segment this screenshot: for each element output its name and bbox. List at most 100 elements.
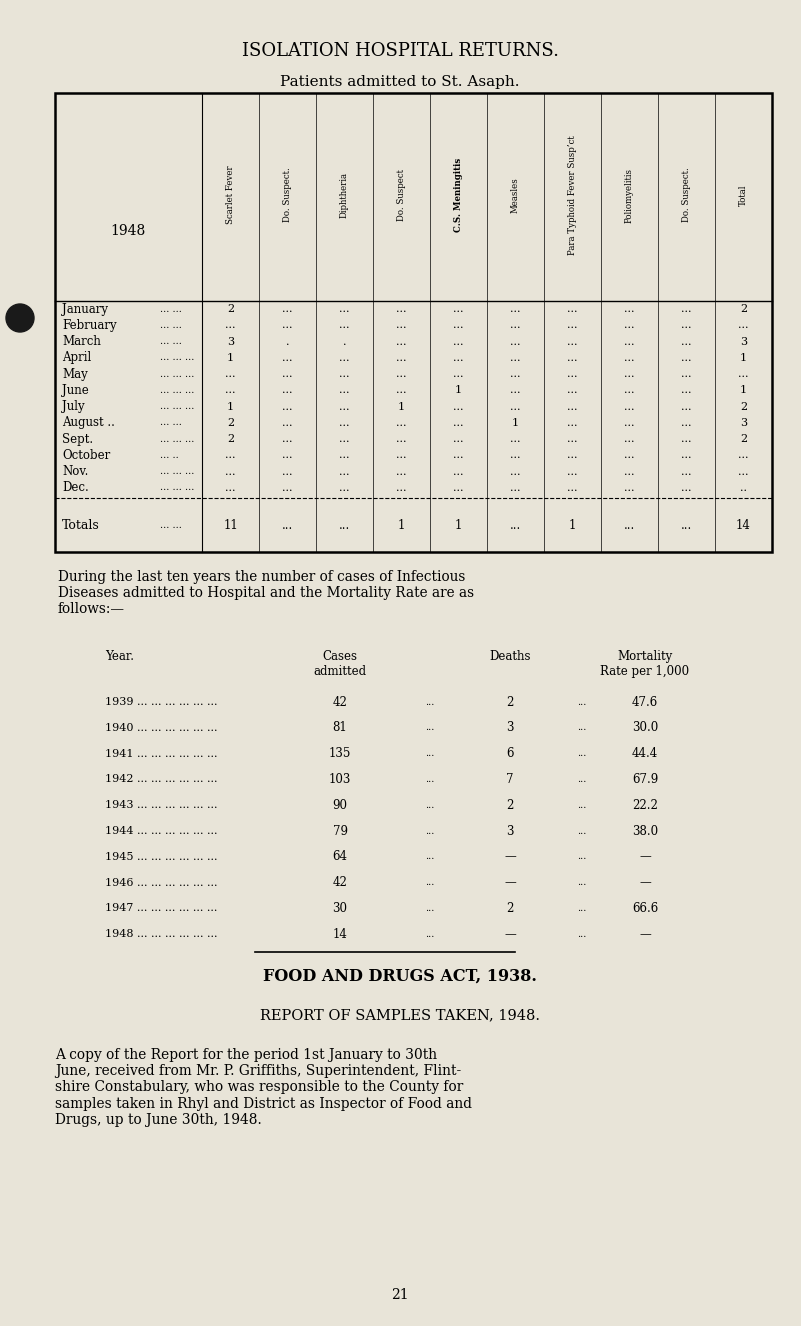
Text: Total: Total	[739, 184, 748, 206]
Text: 66.6: 66.6	[632, 902, 658, 915]
Text: ...: ...	[739, 321, 749, 330]
Text: 1: 1	[227, 353, 234, 363]
Text: 3: 3	[506, 721, 513, 735]
Text: 21: 21	[391, 1288, 409, 1302]
Text: ISOLATION HOSPITAL RETURNS.: ISOLATION HOSPITAL RETURNS.	[241, 42, 558, 60]
Text: ...: ...	[225, 467, 235, 476]
Text: 1947 ... ... ... ... ... ...: 1947 ... ... ... ... ... ...	[105, 903, 217, 914]
Text: 2: 2	[506, 696, 513, 708]
Text: 44.4: 44.4	[632, 747, 658, 760]
Text: March: March	[62, 335, 101, 349]
Text: —: —	[504, 928, 516, 940]
Text: ...: ...	[510, 451, 521, 460]
Text: October: October	[62, 450, 111, 461]
Text: ...: ...	[340, 353, 350, 363]
Text: ...: ...	[282, 451, 292, 460]
Text: ... ... ...: ... ... ...	[160, 435, 195, 444]
Text: 1: 1	[740, 353, 747, 363]
Text: ...: ...	[282, 321, 292, 330]
Text: ...: ...	[624, 321, 634, 330]
Text: ...: ...	[340, 434, 350, 444]
Text: ...: ...	[510, 434, 521, 444]
Text: 2: 2	[227, 434, 234, 444]
Text: ... ... ...: ... ... ...	[160, 370, 195, 379]
Text: ...: ...	[681, 304, 692, 314]
Text: ...: ...	[624, 434, 634, 444]
Text: ...: ...	[396, 321, 407, 330]
Text: ...: ...	[396, 451, 407, 460]
Text: ... ... ...: ... ... ...	[160, 484, 195, 492]
Text: 3: 3	[227, 337, 234, 346]
Text: ...: ...	[567, 402, 578, 411]
Text: ... ... ...: ... ... ...	[160, 402, 195, 411]
Text: Do. Suspect.: Do. Suspect.	[682, 167, 691, 223]
Text: 1941 ... ... ... ... ... ...: 1941 ... ... ... ... ... ...	[105, 749, 218, 758]
Text: ...: ...	[225, 483, 235, 493]
Text: ...: ...	[567, 369, 578, 379]
Text: Year.: Year.	[105, 650, 134, 663]
Text: ...: ...	[340, 386, 350, 395]
Text: ...: ...	[453, 369, 464, 379]
Text: 6: 6	[506, 747, 513, 760]
Text: ...: ...	[425, 878, 435, 887]
Text: 11: 11	[223, 518, 238, 532]
Text: ... ...: ... ...	[160, 321, 182, 330]
Text: ...: ...	[624, 451, 634, 460]
Text: ...: ...	[225, 386, 235, 395]
Text: 14: 14	[332, 928, 348, 940]
Text: 1: 1	[398, 402, 405, 411]
Text: ...: ...	[681, 418, 692, 428]
Text: ...: ...	[624, 518, 635, 532]
Text: 1: 1	[398, 518, 405, 532]
Text: ...: ...	[681, 402, 692, 411]
Text: 64: 64	[332, 850, 348, 863]
Text: ...: ...	[425, 723, 435, 732]
Text: ...: ...	[425, 774, 435, 784]
Text: February: February	[62, 318, 117, 332]
Text: ...: ...	[453, 337, 464, 346]
Text: ...: ...	[425, 904, 435, 912]
Text: Totals: Totals	[62, 518, 100, 532]
Text: Sept.: Sept.	[62, 432, 93, 446]
Text: 1945 ... ... ... ... ... ...: 1945 ... ... ... ... ... ...	[105, 851, 218, 862]
Text: ...: ...	[510, 518, 521, 532]
Text: ...: ...	[567, 353, 578, 363]
Text: ..: ..	[740, 483, 747, 493]
Text: ...: ...	[396, 483, 407, 493]
Text: Deaths: Deaths	[489, 650, 531, 663]
Text: ...: ...	[624, 304, 634, 314]
Text: 1: 1	[740, 386, 747, 395]
Text: ...: ...	[425, 801, 435, 810]
Text: 1948 ... ... ... ... ... ...: 1948 ... ... ... ... ... ...	[105, 930, 218, 939]
Text: August ..: August ..	[62, 416, 115, 430]
Text: ...: ...	[340, 418, 350, 428]
Text: Para Typhoid Fever Susp’ct: Para Typhoid Fever Susp’ct	[568, 135, 577, 255]
Text: Do. Suspect.: Do. Suspect.	[283, 167, 292, 223]
Text: 47.6: 47.6	[632, 696, 658, 708]
Text: 1940 ... ... ... ... ... ...: 1940 ... ... ... ... ... ...	[105, 723, 218, 733]
Text: REPORT OF SAMPLES TAKEN, 1948.: REPORT OF SAMPLES TAKEN, 1948.	[260, 1008, 540, 1022]
Text: ...: ...	[578, 749, 586, 758]
Text: Dec.: Dec.	[62, 481, 89, 495]
Text: 1942 ... ... ... ... ... ...: 1942 ... ... ... ... ... ...	[105, 774, 218, 785]
Text: ...: ...	[681, 434, 692, 444]
Text: ...: ...	[510, 386, 521, 395]
Text: April: April	[62, 351, 91, 365]
Text: ...: ...	[681, 467, 692, 476]
Text: ...: ...	[396, 418, 407, 428]
Text: Patients admitted to St. Asaph.: Patients admitted to St. Asaph.	[280, 76, 520, 89]
Text: 38.0: 38.0	[632, 825, 658, 838]
Text: ...: ...	[340, 304, 350, 314]
Text: 3: 3	[740, 337, 747, 346]
Text: ...: ...	[578, 930, 586, 939]
Text: ...: ...	[340, 451, 350, 460]
Text: ...: ...	[282, 369, 292, 379]
Text: ...: ...	[578, 878, 586, 887]
Text: ...: ...	[567, 418, 578, 428]
Text: ...: ...	[567, 483, 578, 493]
Text: —: —	[504, 876, 516, 890]
Text: Nov.: Nov.	[62, 465, 88, 479]
Text: 3: 3	[740, 418, 747, 428]
Text: 2: 2	[506, 798, 513, 812]
Text: 1: 1	[455, 386, 462, 395]
